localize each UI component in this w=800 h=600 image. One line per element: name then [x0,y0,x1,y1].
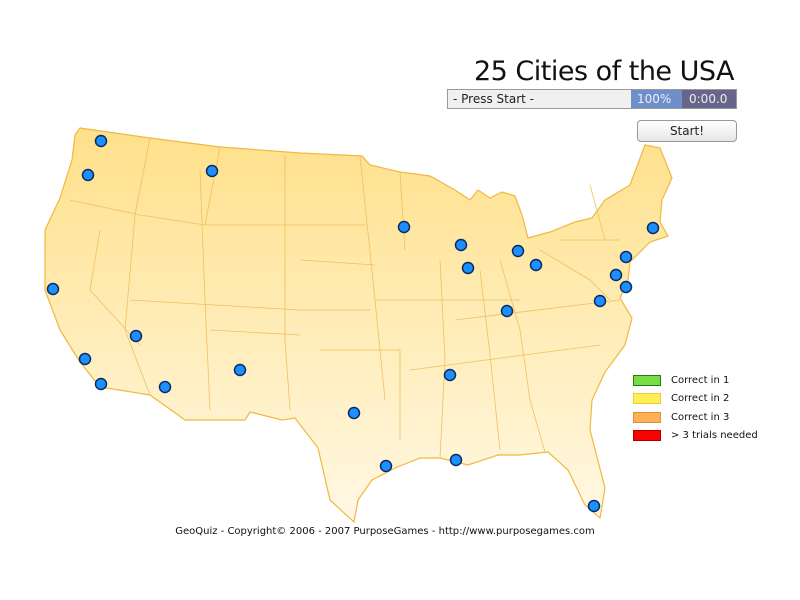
state-borders [69,137,621,459]
start-button[interactable]: Start! [637,120,737,142]
city-marker[interactable] [129,329,143,343]
city-marker[interactable] [81,168,95,182]
timer: 0:00.0 [682,90,736,108]
city-marker[interactable] [78,352,92,366]
city-markers [46,134,660,513]
city-marker[interactable] [94,377,108,391]
legend: Correct in 1 Correct in 2 Correct in 3 >… [633,371,758,445]
legend-swatch [633,430,661,442]
city-marker[interactable] [619,280,633,294]
score-percent: 100% [631,90,682,108]
legend-item: Correct in 1 [633,371,758,390]
footer-copyright: GeoQuiz - Copyright© 2006 - 2007 Purpose… [175,526,595,537]
city-marker[interactable] [587,499,601,513]
city-marker[interactable] [449,453,463,467]
legend-label: Correct in 1 [671,374,730,386]
legend-item: Correct in 2 [633,390,758,409]
city-marker[interactable] [158,380,172,394]
status-bar: - Press Start - 100% 0:00.0 [447,89,737,109]
city-marker[interactable] [593,294,607,308]
legend-label: Correct in 2 [671,393,730,405]
page-title: 25 Cities of the USA [473,56,735,87]
city-marker[interactable] [205,164,219,178]
city-marker[interactable] [443,368,457,382]
legend-label: Correct in 3 [671,411,730,423]
city-marker[interactable] [233,363,247,377]
city-marker[interactable] [397,220,411,234]
legend-label: > 3 trials needed [671,430,758,442]
city-marker[interactable] [646,221,660,235]
status-message: - Press Start - [448,90,631,108]
city-marker[interactable] [94,134,108,148]
legend-swatch [633,393,661,405]
usa-outline [44,127,673,524]
city-marker[interactable] [347,406,361,420]
city-marker[interactable] [500,304,514,318]
legend-item: > 3 trials needed [633,427,758,446]
city-marker[interactable] [379,459,393,473]
city-marker[interactable] [461,261,475,275]
city-marker[interactable] [619,250,633,264]
city-marker[interactable] [529,258,543,272]
city-marker[interactable] [609,268,623,282]
city-marker[interactable] [454,238,468,252]
legend-item: Correct in 3 [633,408,758,427]
legend-swatch [633,374,661,386]
city-marker[interactable] [511,244,525,258]
city-marker[interactable] [46,282,60,296]
legend-swatch [633,411,661,423]
